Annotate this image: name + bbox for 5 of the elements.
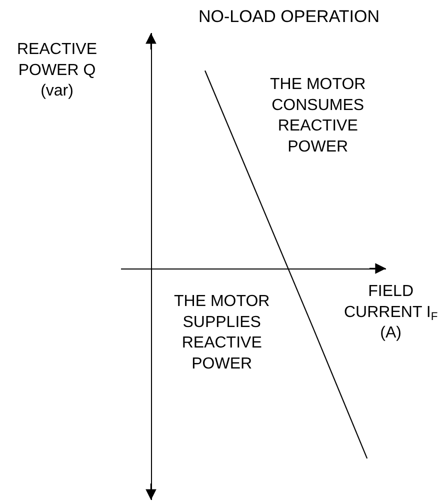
annotation: THE MOTOR SUPPLIES REACTIVE POWER [174,293,270,372]
x-axis-title: FIELD CURRENT I$_{F}$ (A) [344,283,438,342]
y-axis-title: REACTIVE POWER Q (var) [17,41,98,100]
annotation: THE MOTOR CONSUMES REACTIVE POWER [270,76,366,156]
chart-title: NO-LOAD OPERATION [198,6,380,26]
